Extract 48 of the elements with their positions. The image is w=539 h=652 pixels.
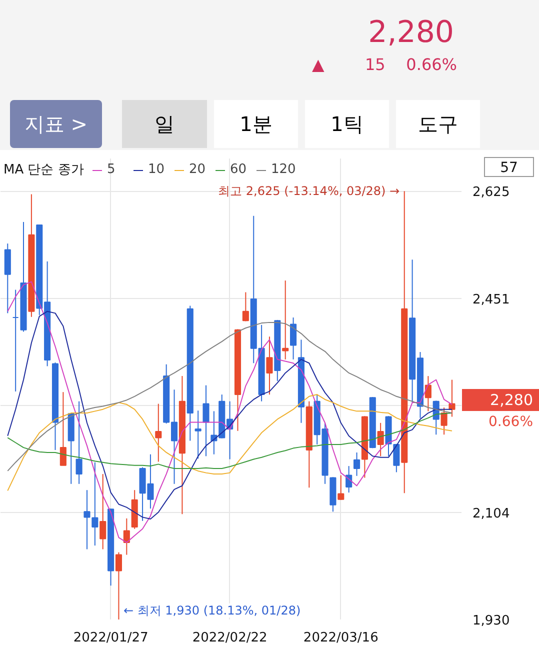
candlestick — [202, 384, 210, 457]
text: 일 — [122, 100, 207, 148]
legend-label: 20 — [189, 162, 207, 177]
text: 0.66% — [406, 54, 457, 76]
candlestick — [377, 422, 384, 457]
candlestick — [84, 490, 90, 550]
candlestick — [290, 317, 297, 360]
legend-title: MA 단순 종가 — [4, 162, 84, 178]
text: 0.66% — [488, 412, 534, 432]
y-tick-label: 2,451 — [472, 292, 510, 308]
line-series — [7, 394, 452, 492]
candlestick — [338, 474, 344, 500]
annotation: ← 최저 1,930 (18.13%, 01/28) — [123, 604, 301, 618]
candlestick — [92, 462, 98, 546]
text: 2,280 — [462, 388, 539, 411]
text: 1분 — [214, 100, 298, 148]
text: 도구 — [396, 100, 480, 148]
legend-label: 5 — [107, 162, 116, 177]
legend-label: 60 — [230, 162, 248, 177]
line-series — [7, 322, 452, 472]
candlestick — [440, 406, 448, 436]
text: 57 — [484, 157, 534, 177]
text: 2,280 — [368, 14, 454, 52]
x-tick-label: 2022/03/16 — [303, 630, 378, 646]
text: 1틱 — [305, 100, 389, 148]
y-tick-label: 2,104 — [472, 506, 510, 522]
candlestick — [100, 474, 106, 550]
candlestick — [194, 410, 202, 460]
text: 지표 > — [10, 100, 102, 148]
candlestick — [353, 452, 360, 476]
candlestick — [282, 280, 289, 360]
candlestick — [155, 403, 162, 462]
candlestick — [115, 552, 122, 620]
candlestick — [266, 336, 273, 396]
candlestick — [242, 292, 249, 322]
legend-label: 120 — [271, 162, 296, 177]
x-tick-label: 2022/02/22 — [192, 630, 268, 646]
legend-label: 10 — [148, 162, 166, 177]
text: ▲ — [312, 54, 324, 76]
y-tick-label: 2,625 — [472, 185, 510, 200]
annotation: 최고 2,625 (-13.14%, 03/28) → — [218, 184, 400, 198]
candlestick — [448, 379, 456, 418]
candlestick — [76, 400, 82, 484]
x-tick-label: 2022/01/27 — [73, 630, 148, 646]
y-tick-label: 1,930 — [472, 614, 510, 628]
candlestick — [60, 392, 66, 466]
candlestick — [424, 376, 432, 412]
text: 15 — [365, 54, 386, 76]
